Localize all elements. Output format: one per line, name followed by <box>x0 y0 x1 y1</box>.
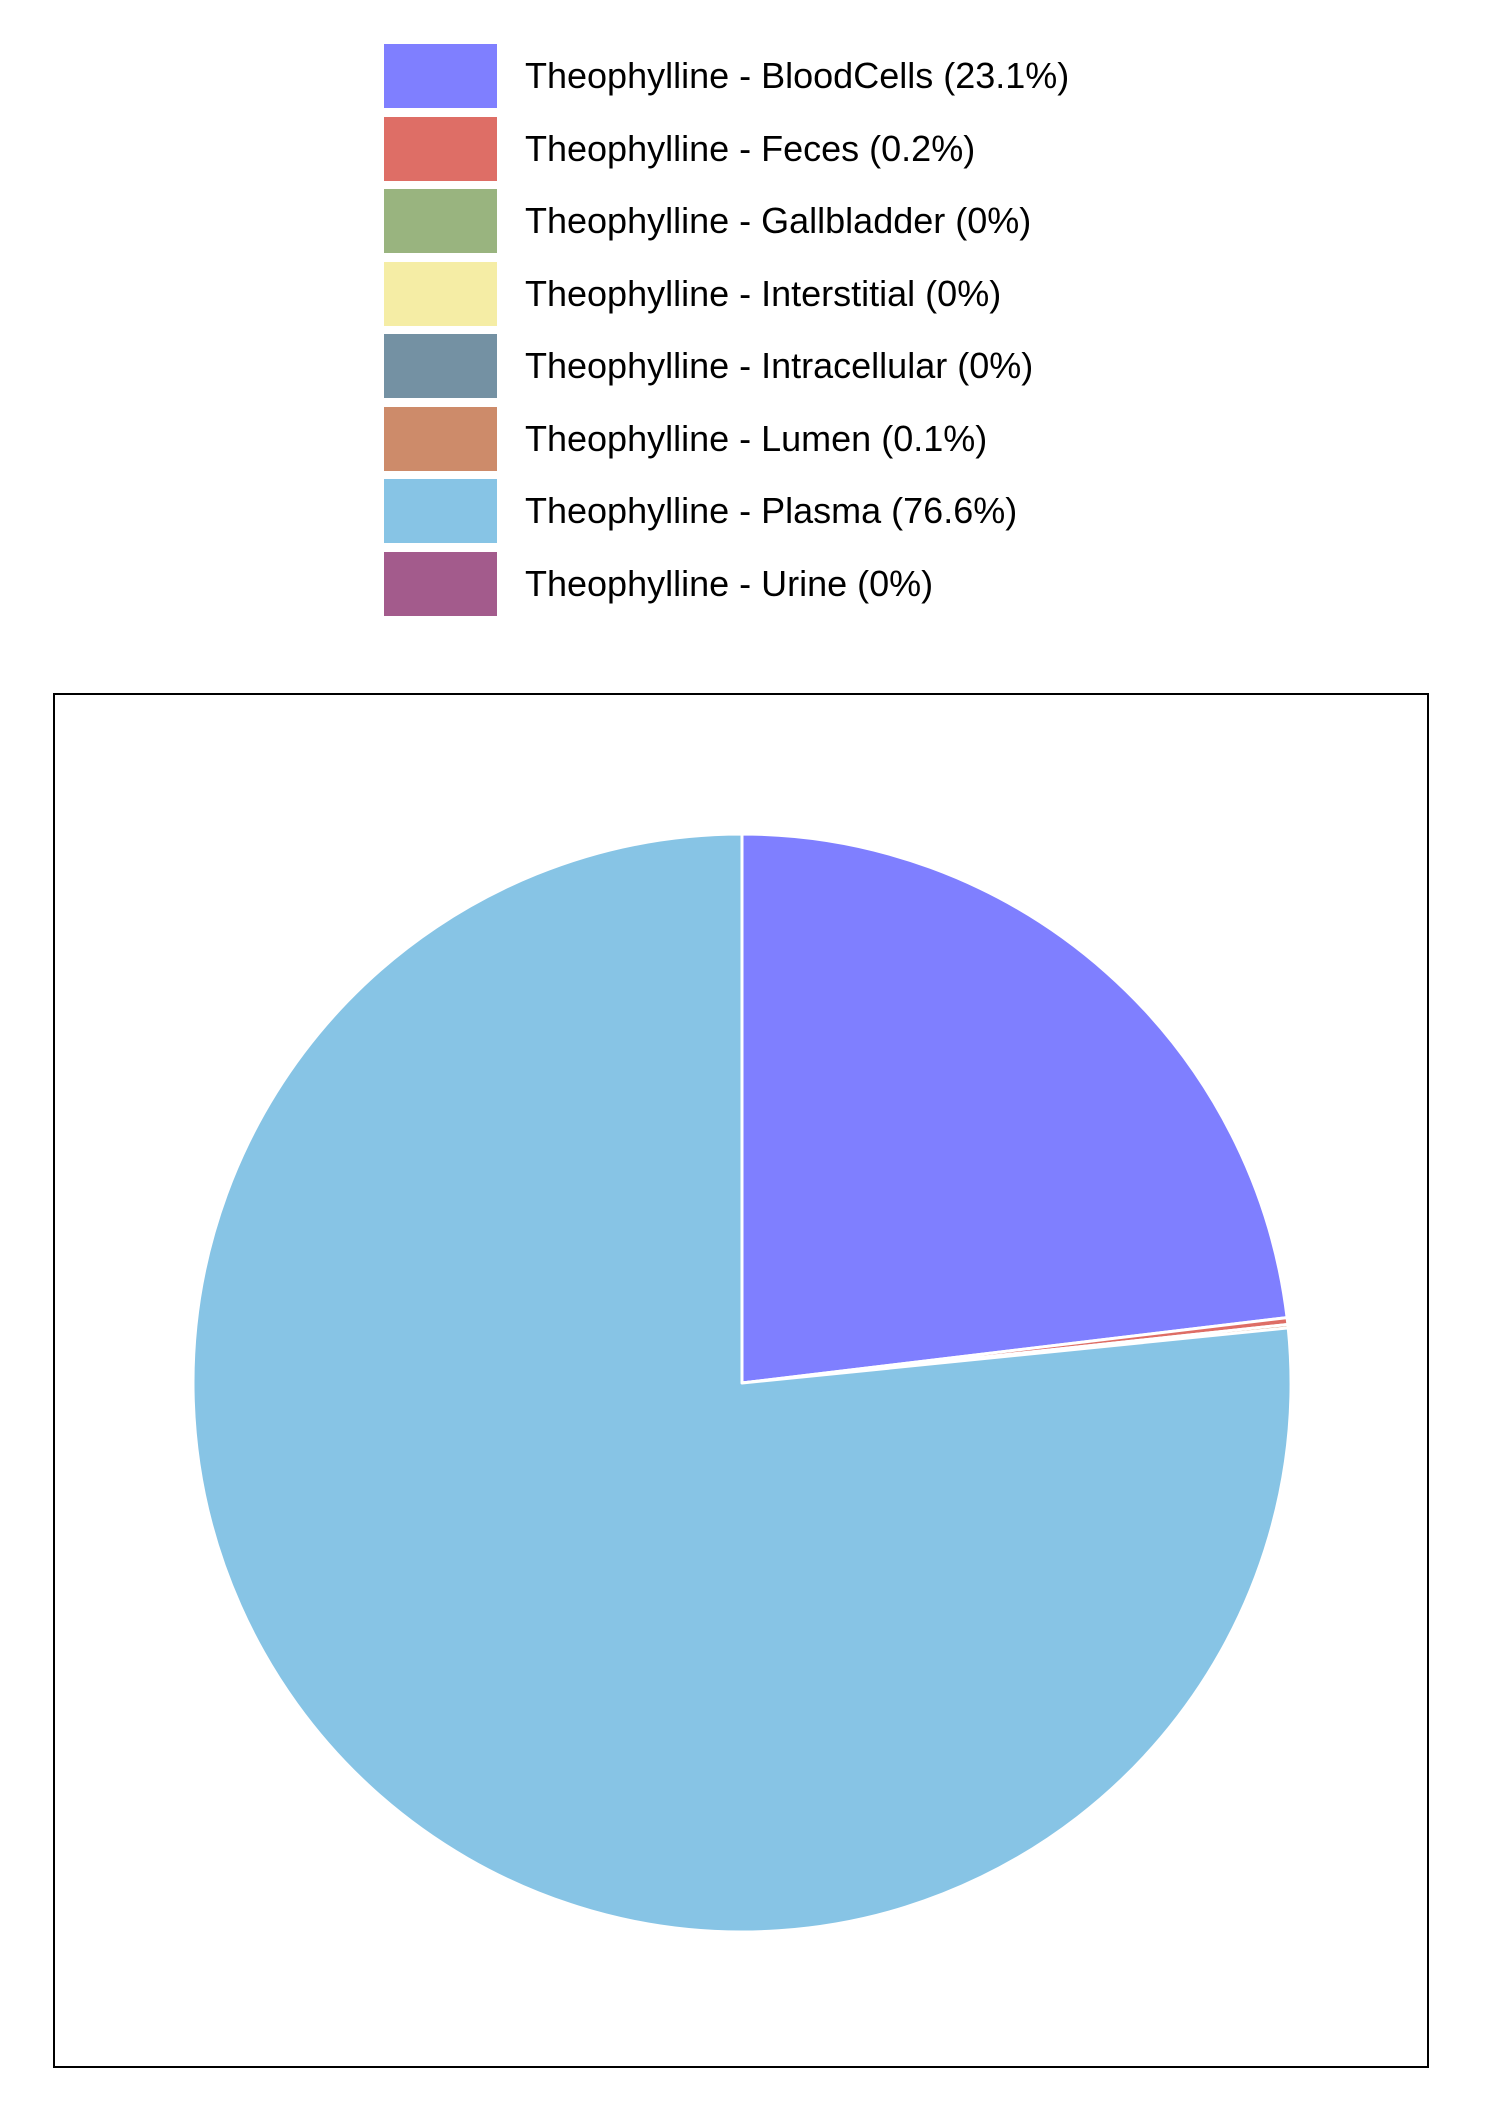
legend-swatch <box>384 189 497 253</box>
pie-slice <box>191 832 1293 1934</box>
legend-swatch <box>384 406 497 471</box>
pie-chart <box>191 832 1293 1934</box>
legend-label: Theophylline - Feces (0.2%) <box>525 127 976 169</box>
legend-item: Theophylline - Intracellular (0%) <box>384 334 1284 398</box>
legend-item: Theophylline - BloodCells (23.1%) <box>384 44 1284 108</box>
legend-swatch <box>384 551 497 616</box>
legend-item: Theophylline - Feces (0.2%) <box>384 116 1284 181</box>
legend-label: Theophylline - Gallbladder (0%) <box>525 200 1032 241</box>
plot-panel <box>53 693 1429 2068</box>
legend-label: Theophylline - Intracellular (0%) <box>525 345 1034 386</box>
legend-swatch <box>384 116 497 181</box>
legend-swatch <box>384 44 497 108</box>
legend-swatch <box>384 479 497 543</box>
legend-item: Theophylline - Urine (0%) <box>384 551 1284 616</box>
pie-slice <box>740 832 1289 1385</box>
chart-legend: Theophylline - BloodCells (23.1%) Theophy… <box>384 44 1284 624</box>
legend-label: Theophylline - BloodCells (23.1%) <box>525 55 1070 96</box>
legend-label: Theophylline - Urine (0%) <box>525 562 934 604</box>
legend-item: Theophylline - Plasma (76.6%) <box>384 479 1284 543</box>
legend-item: Theophylline - Lumen (0.1%) <box>384 406 1284 471</box>
legend-swatch <box>384 334 497 398</box>
legend-item: Theophylline - Gallbladder (0%) <box>384 189 1284 253</box>
legend-label: Theophylline - Interstitial (0%) <box>525 272 1002 314</box>
legend-item: Theophylline - Interstitial (0%) <box>384 261 1284 326</box>
legend-label: Theophylline - Plasma (76.6%) <box>525 490 1018 531</box>
legend-swatch <box>384 261 497 326</box>
legend-label: Theophylline - Lumen (0.1%) <box>525 417 988 459</box>
